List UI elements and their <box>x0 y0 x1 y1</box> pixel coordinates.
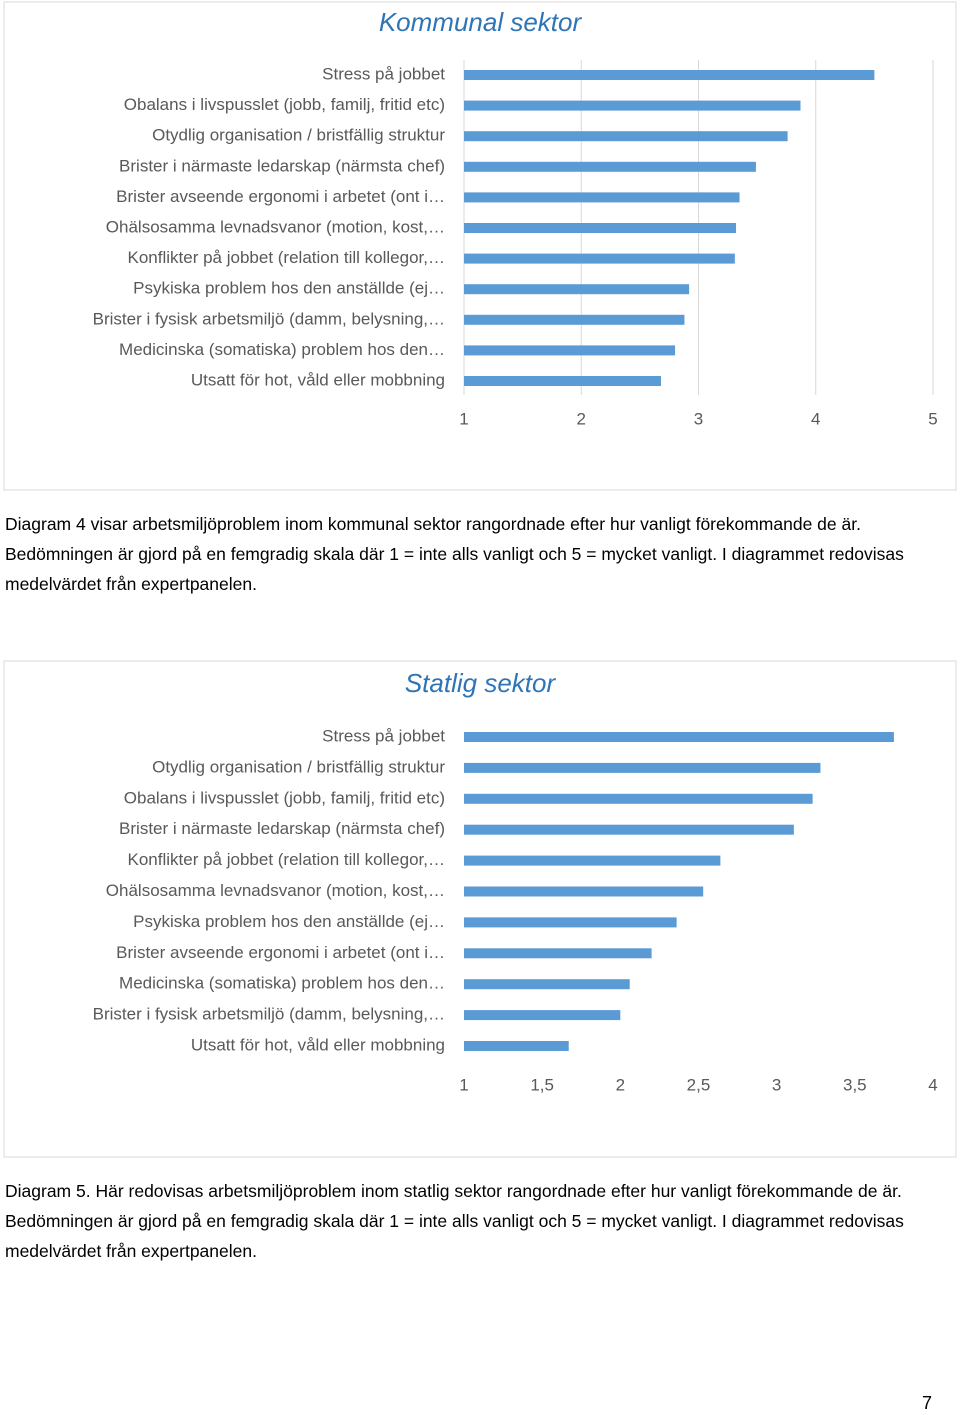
caption: Diagram 5. Här redovisas arbetsmiljöprob… <box>5 1181 904 1261</box>
bar <box>464 793 813 804</box>
category-label: Stress på jobbet <box>322 64 445 83</box>
bar <box>464 979 630 990</box>
category-label: Stress på jobbet <box>322 726 445 745</box>
page-number: 7 <box>922 1393 933 1413</box>
x-tick-label: 5 <box>928 409 937 428</box>
bar <box>464 732 894 742</box>
x-tick-label: 3,5 <box>843 1075 867 1094</box>
x-tick-label: 1 <box>459 409 468 428</box>
chart-title: Kommunal sektor <box>379 7 583 37</box>
x-tick-label: 3 <box>694 409 703 428</box>
x-tick-label: 2 <box>577 409 586 428</box>
category-label: Psykiska problem hos den anställde (ej… <box>133 279 445 298</box>
x-tick-label: 3 <box>772 1075 781 1094</box>
category-label: Brister avseende ergonomi i arbetet (ont… <box>116 943 445 962</box>
bar <box>464 855 721 866</box>
bar <box>464 70 875 80</box>
category-label: Utsatt för hot, våld eller mobbning <box>191 370 445 389</box>
category-label: Medicinska (somatiska) problem hos den… <box>119 340 445 359</box>
bar <box>464 131 788 142</box>
bar <box>464 192 740 203</box>
category-label: Ohälsosamma levnadsvanor (motion, kost,… <box>106 217 445 236</box>
bar <box>464 253 735 264</box>
x-tick-label: 2 <box>616 1075 625 1094</box>
category-label: Otydlig organisation / bristfällig struk… <box>152 757 445 776</box>
x-tick-label: 4 <box>928 1075 937 1094</box>
bar <box>464 284 690 295</box>
x-tick-label: 2,5 <box>687 1075 711 1094</box>
category-label: Brister i närmaste ledarskap (närmsta ch… <box>119 819 445 838</box>
bar <box>464 223 737 233</box>
chart-frame <box>3 660 957 1158</box>
bar <box>464 917 677 928</box>
x-tick-label: 1,5 <box>530 1075 554 1094</box>
bar <box>464 1010 621 1021</box>
category-label: Otydlig organisation / bristfällig struk… <box>152 126 445 145</box>
bar <box>464 376 661 386</box>
bar <box>464 886 704 897</box>
category-label: Konflikter på jobbet (relation till koll… <box>128 850 446 869</box>
category-label: Obalans i livspusslet (jobb, familj, fri… <box>124 788 445 807</box>
category-label: Brister avseende ergonomi i arbetet (ont… <box>116 187 445 206</box>
bar <box>464 100 801 111</box>
bar <box>464 824 794 835</box>
category-label: Medicinska (somatiska) problem hos den… <box>119 974 445 993</box>
category-label: Ohälsosamma levnadsvanor (motion, kost,… <box>106 881 445 900</box>
bar <box>464 762 821 773</box>
x-tick-label: 1 <box>459 1075 468 1094</box>
chart-frame <box>3 1 957 491</box>
caption: Diagram 4 visar arbetsmiljöproblem inom … <box>5 514 904 594</box>
x-tick-label: 4 <box>811 409 820 428</box>
bar <box>464 161 756 172</box>
category-label: Psykiska problem hos den anställde (ej… <box>133 912 445 931</box>
category-label: Utsatt för hot, våld eller mobbning <box>191 1035 445 1054</box>
bar <box>464 345 676 356</box>
bar <box>464 314 685 325</box>
category-label: Brister i fysisk arbetsmiljö (damm, bely… <box>93 309 445 328</box>
category-label: Brister i närmaste ledarskap (närmsta ch… <box>119 156 445 175</box>
bar <box>464 1041 569 1051</box>
bar <box>464 948 652 959</box>
category-label: Brister i fysisk arbetsmiljö (damm, bely… <box>93 1005 445 1024</box>
category-label: Konflikter på jobbet (relation till koll… <box>128 248 446 267</box>
chart-title: Statlig sektor <box>405 668 557 698</box>
category-label: Obalans i livspusslet (jobb, familj, fri… <box>124 95 445 114</box>
